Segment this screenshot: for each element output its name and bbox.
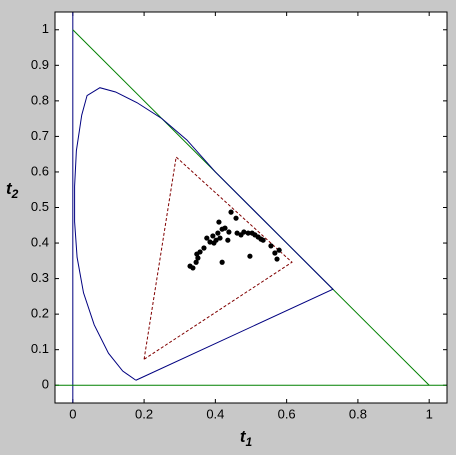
data-point <box>213 237 219 243</box>
data-point <box>274 256 280 262</box>
data-point <box>215 230 221 236</box>
y-tick-label: 0.4 <box>31 234 49 249</box>
y-label-sub: 2 <box>11 187 19 201</box>
y-tick-label: 0.6 <box>31 163 49 178</box>
plot-frame <box>54 11 448 404</box>
data-point <box>247 253 253 259</box>
x-label-base: t <box>240 427 247 446</box>
data-point <box>276 247 282 253</box>
data-point <box>234 230 240 236</box>
x-tick-label: 0.2 <box>135 406 153 421</box>
x-tick-label: 0 <box>69 406 76 421</box>
data-point <box>245 230 251 236</box>
data-point <box>195 255 201 261</box>
data-point <box>207 239 213 245</box>
data-point <box>272 250 278 256</box>
data-point <box>241 229 247 235</box>
y-tick-label: 0.8 <box>31 92 49 107</box>
line <box>74 87 334 381</box>
data-point <box>226 229 232 235</box>
y-tick-label: 0.1 <box>31 341 49 356</box>
data-point <box>222 225 228 231</box>
x-tick-label: 1 <box>426 406 433 421</box>
data-point <box>193 259 199 265</box>
y-tick-label: 0.9 <box>31 57 49 72</box>
x-tick-label: 0.6 <box>278 406 296 421</box>
y-tick-label: 1 <box>42 21 49 36</box>
y-tick-label: 0.5 <box>31 199 49 214</box>
y-axis-label: t2 <box>6 179 19 201</box>
data-point <box>201 245 207 251</box>
data-point <box>268 243 274 249</box>
data-point <box>219 259 225 265</box>
data-point <box>204 235 210 241</box>
x-label-sub: 1 <box>245 435 252 449</box>
y-tick-label: 0.2 <box>31 306 49 321</box>
line <box>143 156 293 360</box>
data-point <box>228 209 234 215</box>
x-tick-label: 0.8 <box>349 406 367 421</box>
data-point <box>197 249 203 255</box>
x-axis-label: t1 <box>240 427 253 449</box>
data-point <box>210 233 216 239</box>
x-tick-label: 0.4 <box>206 406 224 421</box>
y-tick-label: 0 <box>42 377 49 392</box>
y-tick-label: 0.7 <box>31 128 49 143</box>
data-point <box>233 215 239 221</box>
data-point <box>190 265 196 271</box>
data-point <box>217 235 223 241</box>
data-point <box>260 237 266 243</box>
y-label-base: t <box>6 179 13 198</box>
data-point <box>216 219 222 225</box>
y-tick-label: 0.3 <box>31 270 49 285</box>
data-point <box>225 237 231 243</box>
